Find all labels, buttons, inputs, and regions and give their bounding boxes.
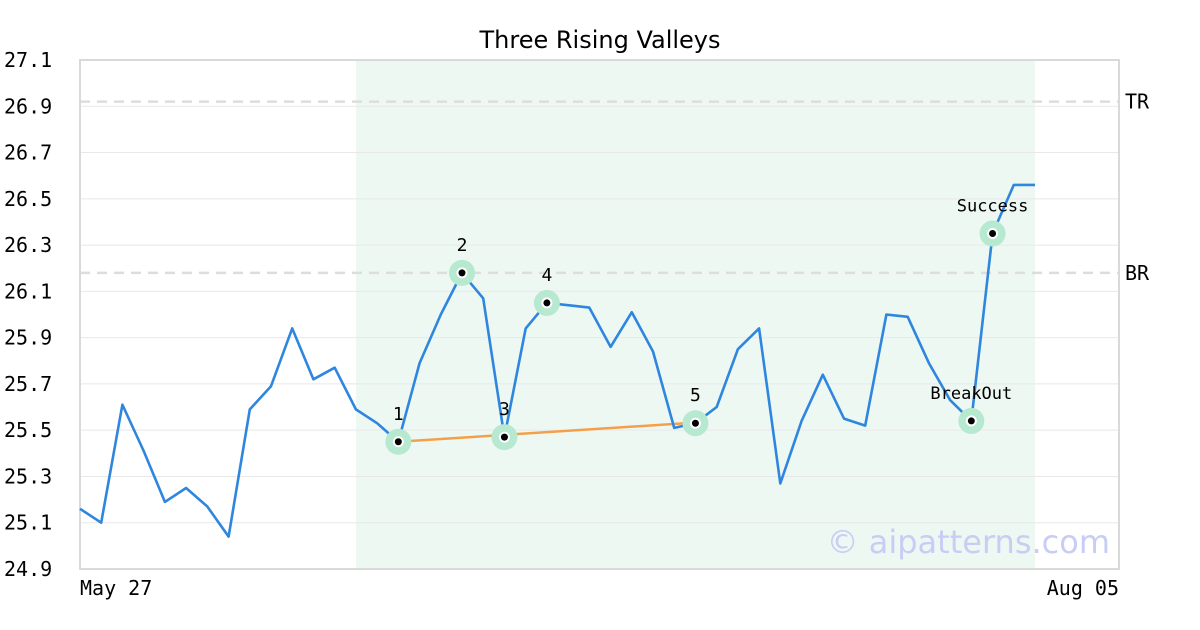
marker-dot (989, 230, 997, 238)
pattern-point-1: 1 (385, 404, 412, 455)
y-axis: 27.1 26.9 26.7 26.5 26.3 26.1 25.9 25.7 25.5 25.3… (4, 48, 52, 581)
marker-dot (691, 419, 699, 427)
y-tick-label: 26.7 (4, 141, 52, 165)
marker-dot (543, 299, 551, 307)
x-tick-start: May 27 (80, 576, 152, 600)
point-label: 3 (499, 399, 510, 420)
pattern-point-3: 3 (491, 399, 518, 451)
marker-dot (500, 433, 508, 441)
pattern-points: 1 2 3 4 5 BreakOut Success (385, 197, 1028, 455)
y-tick-label: 25.5 (4, 418, 52, 442)
point-label: BreakOut (930, 384, 1012, 404)
level-lines: TR BR (80, 90, 1150, 285)
point-label: 4 (541, 265, 552, 286)
y-tick-label: 26.1 (4, 279, 52, 303)
pattern-point-5: 5 (682, 385, 709, 437)
pattern-point-4: 4 (533, 265, 560, 316)
y-tick-label: 25.7 (4, 372, 52, 396)
y-tick-label: 25.1 (4, 511, 52, 535)
y-tick-label: 25.3 (4, 464, 52, 488)
marker-dot (967, 417, 975, 425)
pattern-point-2: 2 (449, 235, 475, 286)
point-label: 1 (393, 404, 404, 425)
y-tick-label: 27.1 (4, 48, 52, 72)
pattern-point-success: Success (957, 197, 1029, 247)
point-label: 2 (457, 235, 468, 256)
point-label: 5 (690, 385, 701, 406)
marker-dot (458, 269, 466, 277)
y-tick-label: 24.9 (4, 557, 52, 581)
watermark: © aipatterns.com (827, 523, 1110, 561)
y-tick-label: 26.5 (4, 187, 52, 211)
point-label: Success (957, 197, 1029, 217)
y-tick-label: 26.3 (4, 233, 52, 257)
plot-frame (79, 59, 1120, 570)
y-tick-label: 26.9 (4, 94, 52, 118)
trendline (398, 421, 685, 443)
marker-dot (394, 438, 402, 446)
x-tick-end: Aug 05 (1047, 576, 1119, 600)
highlight-region (355, 60, 1035, 569)
level-label-br: BR (1125, 261, 1150, 285)
pattern-point-breakout: BreakOut (930, 384, 1012, 434)
level-label-tr: TR (1125, 90, 1150, 114)
y-tick-label: 25.9 (4, 326, 52, 350)
chart-title: Three Rising Valleys (478, 26, 720, 54)
